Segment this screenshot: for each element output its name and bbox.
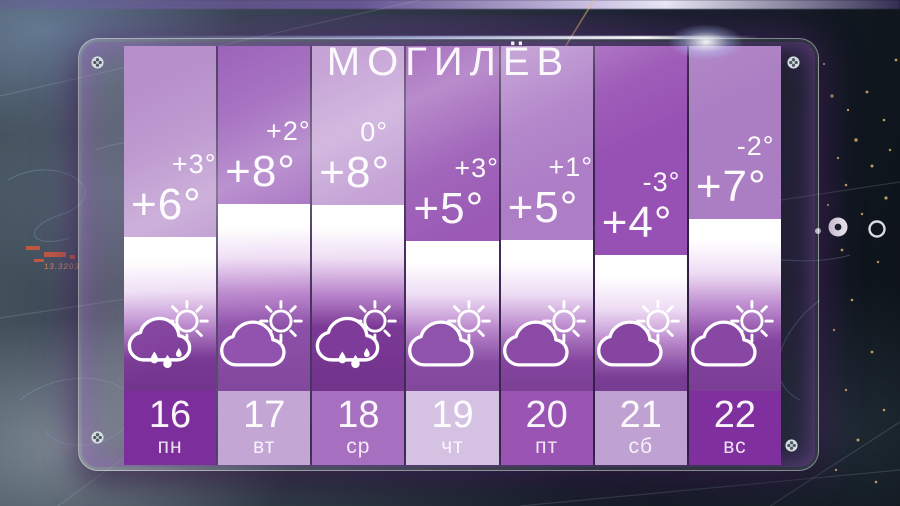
date-number: 22 — [713, 394, 757, 436]
weekday-label: вт — [253, 434, 276, 458]
date-cell: 21 сб — [594, 391, 687, 465]
night-temperature: 0° — [360, 117, 389, 147]
date-number: 18 — [337, 394, 380, 436]
date-number: 16 — [148, 394, 192, 436]
night-temperature: +3° — [454, 153, 499, 183]
date-cell: 19 чт — [406, 391, 499, 465]
night-temperature: +2° — [266, 116, 311, 146]
cloud-sun-icon — [408, 299, 496, 377]
city-title: МОГИЛЁВ — [326, 40, 571, 84]
day-temperature: +5° — [413, 184, 485, 233]
day-temperature: +8° — [319, 148, 391, 197]
day-temperature: +5° — [507, 183, 579, 232]
night-temperature: +1° — [548, 152, 593, 182]
forecast-day-column: +4° -3° 21 сб — [594, 46, 687, 465]
forecast-day-column: +6° +3° 16 пн — [124, 46, 217, 465]
lens-flare — [668, 24, 744, 60]
panel-edge-streak — [120, 36, 760, 39]
day-temperature: +8° — [225, 147, 296, 196]
date-number: 20 — [525, 394, 568, 436]
temperature-bar — [406, 241, 499, 391]
date-number: 19 — [431, 394, 474, 436]
weekday-label: пт — [535, 434, 559, 458]
night-temperature: +3° — [171, 149, 217, 179]
weekday-label: сб — [628, 434, 654, 458]
date-cell: 20 пт — [500, 391, 593, 465]
forecast-glass-panel: +6° +3° 16 пн +8° +2° 17 вт +8° 0° 18 ср… — [78, 38, 819, 471]
day-temperature: +4° — [601, 198, 673, 247]
night-temperature: -3° — [642, 167, 681, 197]
weekday-label: вс — [723, 434, 747, 458]
forecast-columns: +6° +3° 16 пн +8° +2° 17 вт +8° 0° 18 ср… — [124, 46, 781, 465]
weekday-label: пн — [157, 434, 183, 458]
night-temperature: -2° — [736, 131, 775, 161]
temperature-bar — [594, 255, 687, 391]
horizon-glow — [0, 0, 900, 9]
forecast-day-column: +5° +1° 20 пт — [500, 46, 593, 465]
screw-icon — [785, 439, 798, 452]
date-cell: 16 пн — [124, 391, 217, 465]
forecast-day-column: +5° +3° 19 чт — [406, 46, 499, 465]
temperature-bar — [500, 240, 593, 391]
date-cell: 18 ср — [312, 391, 405, 465]
day-temperature: +6° — [131, 180, 202, 229]
cloud-sun-icon — [691, 299, 779, 377]
weekday-label: ср — [346, 434, 371, 458]
cloud-sun-icon — [597, 299, 685, 377]
date-number: 17 — [243, 394, 286, 436]
cloud-sun-icon — [503, 299, 591, 377]
forecast-day-column: +8° 0° 18 ср — [312, 46, 405, 465]
forecast-day-column: +8° +2° 17 вт — [218, 46, 311, 465]
rain-sun-icon — [314, 299, 402, 377]
date-number: 21 — [619, 394, 662, 436]
day-temperature: +7° — [695, 162, 767, 211]
cloud-sun-icon — [220, 299, 308, 377]
date-cell: 17 вт — [218, 391, 311, 465]
date-cell: 22 вс — [688, 391, 781, 465]
forecast-day-column: +7° -2° 22 вс — [688, 46, 781, 465]
screw-icon — [91, 431, 104, 444]
rain-sun-icon — [126, 299, 214, 377]
weekday-label: чт — [441, 434, 464, 458]
